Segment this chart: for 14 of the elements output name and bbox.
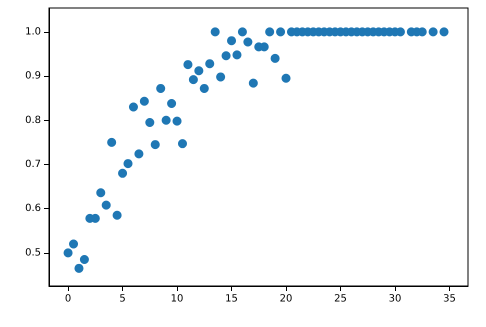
x-tick-label: 0 bbox=[64, 294, 72, 304]
x-tick-label: 35 bbox=[443, 294, 456, 304]
y-tick-label: 0.7 bbox=[25, 158, 41, 170]
x-tick-label: 20 bbox=[280, 294, 292, 304]
y-tick-label: 0.6 bbox=[25, 203, 41, 214]
x-tick-label: 15 bbox=[225, 294, 238, 304]
y-tick-label: 0.8 bbox=[25, 114, 41, 126]
x-tick-label: 25 bbox=[334, 294, 347, 304]
x-tick-label: 30 bbox=[388, 294, 402, 304]
x-tick-label: 5 bbox=[119, 294, 126, 304]
x-tick-label: 10 bbox=[170, 294, 184, 304]
y-tick-label: 0.9 bbox=[25, 70, 41, 82]
y-tick-label: 1.0 bbox=[25, 26, 41, 38]
y-tick-label: 0.5 bbox=[25, 247, 41, 258]
